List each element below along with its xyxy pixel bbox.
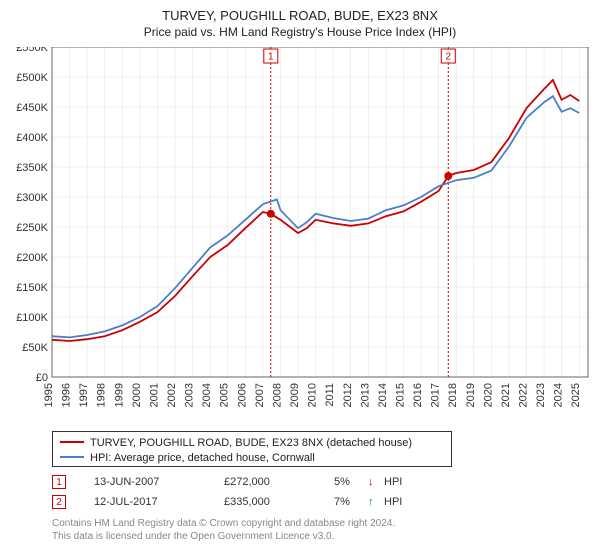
sale-price: £335,000 <box>224 496 334 508</box>
y-tick-label: £100K <box>16 312 48 324</box>
y-tick-label: £450K <box>16 102 48 114</box>
sale-row: 2 12-JUL-2017£335,0007%↑HPI <box>52 495 600 509</box>
x-tick-label: 2013 <box>359 383 371 407</box>
chart-subtitle: Price paid vs. HM Land Registry's House … <box>0 23 600 39</box>
legend-label: TURVEY, POUGHILL ROAD, BUDE, EX23 8NX (d… <box>90 437 412 449</box>
x-tick-label: 2018 <box>447 383 459 407</box>
y-tick-label: £400K <box>16 132 48 144</box>
x-tick-label: 2002 <box>166 383 178 407</box>
x-tick-label: 2011 <box>324 383 336 407</box>
sale-num-box: 1 <box>52 475 66 489</box>
legend: TURVEY, POUGHILL ROAD, BUDE, EX23 8NX (d… <box>52 431 600 467</box>
chart-area: £0 £50K £100K £150K £200K £250K £300K £350K £400… <box>0 47 600 425</box>
x-tick-label: 2017 <box>430 383 442 407</box>
sale-marker-num: 2 <box>446 52 452 63</box>
x-tick-label: 1998 <box>96 383 108 407</box>
sale-marker-dot <box>444 172 452 180</box>
x-tick-label: 2020 <box>482 383 494 407</box>
x-tick-label: 2015 <box>394 383 406 407</box>
sale-marker-num: 1 <box>268 52 274 63</box>
sales-rows: 1 13-JUN-2007£272,0005%↓HPI 2 12-JUL-2017£3… <box>52 475 600 509</box>
sale-pct: 5% <box>334 476 368 488</box>
y-tick-label: £300K <box>16 192 48 204</box>
y-tick-label: £200K <box>16 252 48 264</box>
x-tick-label: 2007 <box>254 383 266 407</box>
x-tick-label: 2003 <box>184 383 196 407</box>
x-tick-label: 2023 <box>535 383 547 407</box>
x-tick-label: 2024 <box>553 383 565 407</box>
x-tick-label: 2005 <box>219 383 231 407</box>
x-tick-label: 2019 <box>465 383 477 407</box>
x-tick-label: 2001 <box>148 383 160 407</box>
sale-price: £272,000 <box>224 476 334 488</box>
sale-arrow-icon: ↓ <box>368 476 384 488</box>
y-tick-label: £550K <box>16 47 48 54</box>
chart-svg: £0 £50K £100K £150K £200K £250K £300K £350K £400… <box>0 47 600 425</box>
y-tick-label: £150K <box>16 282 48 294</box>
y-tick-label: £50K <box>22 342 48 354</box>
y-tick-label: £0 <box>36 372 48 384</box>
x-tick-label: 1996 <box>61 383 73 407</box>
sale-row: 1 13-JUN-2007£272,0005%↓HPI <box>52 475 600 489</box>
sale-num-box: 2 <box>52 495 66 509</box>
sale-pct: 7% <box>334 496 368 508</box>
sale-arrow-icon: ↑ <box>368 496 384 508</box>
x-tick-label: 2004 <box>201 383 213 407</box>
legend-label: HPI: Average price, detached house, Corn… <box>90 452 315 464</box>
x-tick-label: 2009 <box>289 383 301 407</box>
x-tick-label: 1997 <box>78 383 90 407</box>
x-tick-label: 2008 <box>271 383 283 407</box>
footer-line1: Contains HM Land Registry data © Crown c… <box>52 517 600 530</box>
x-tick-label: 2016 <box>412 383 424 407</box>
y-tick-label: £250K <box>16 222 48 234</box>
x-tick-label: 2010 <box>307 383 319 407</box>
footer: Contains HM Land Registry data © Crown c… <box>52 517 600 543</box>
sale-date: 13-JUN-2007 <box>94 476 224 488</box>
chart-title: TURVEY, POUGHILL ROAD, BUDE, EX23 8NX <box>0 0 600 23</box>
footer-line2: This data is licensed under the Open Gov… <box>52 530 600 543</box>
sale-suffix: HPI <box>384 496 402 508</box>
x-tick-label: 2022 <box>517 383 529 407</box>
x-tick-label: 2006 <box>236 383 248 407</box>
sale-suffix: HPI <box>384 476 402 488</box>
sale-marker-dot <box>267 210 275 218</box>
x-tick-label: 1995 <box>43 383 55 407</box>
x-tick-label: 1999 <box>113 383 125 407</box>
x-tick-label: 2025 <box>570 383 582 407</box>
x-tick-label: 2014 <box>377 383 389 407</box>
x-tick-label: 2012 <box>342 383 354 407</box>
y-tick-label: £500K <box>16 72 48 84</box>
y-tick-label: £350K <box>16 162 48 174</box>
sale-date: 12-JUL-2017 <box>94 496 224 508</box>
x-tick-label: 2021 <box>500 383 512 407</box>
x-tick-label: 2000 <box>131 383 143 407</box>
